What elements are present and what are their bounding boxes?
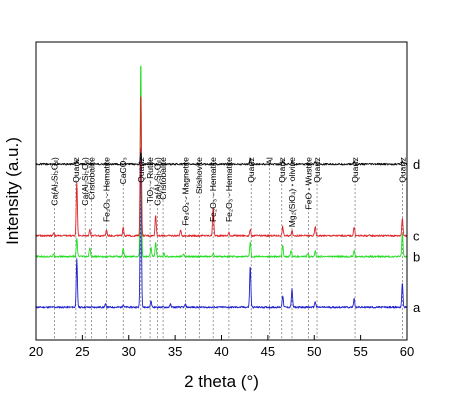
x-axis: 20 25 30 35 40 45 50 55 60: [29, 335, 414, 359]
series-line-b: [35, 65, 408, 258]
x-tick-label: 25: [75, 344, 89, 359]
annotation-label: Quartz: [397, 157, 407, 183]
annotation-label: Quartz: [350, 157, 360, 183]
series-labels: a bc d: [413, 157, 421, 315]
series-layer: [35, 65, 408, 309]
x-tick-label: 50: [307, 344, 321, 359]
x-tick-label: 30: [122, 344, 136, 359]
x-tick-label: 35: [168, 344, 182, 359]
annotation-label: Quartz: [277, 157, 287, 183]
series-label-a: a: [413, 300, 421, 315]
annotation-label: Fe₂O₃ - Hematite: [208, 157, 218, 222]
y-axis-title: Intensity (a.u.): [3, 137, 22, 245]
annotation-label: Quartz: [312, 157, 322, 183]
annotation-label: Al: [265, 157, 275, 165]
annotation-labels: Ca(Al₂Si₂O₈) Quartz Ca(Al₂Si₂O₈)Cristobali…: [50, 157, 408, 227]
annotation-label: Ca(Al₂Si₂O₈): [50, 157, 60, 206]
series-label-c: c: [413, 229, 420, 244]
annotation-label: Mg₂(SiO₄) - olivine: [287, 157, 297, 227]
x-tick-label: 55: [353, 344, 367, 359]
annotation-label: Fe₂O₃ - Hematite: [224, 157, 234, 222]
annotation-label: Cristobalite: [87, 157, 97, 200]
x-tick-label: 60: [400, 344, 414, 359]
series-line-a: [35, 147, 408, 309]
series-label-b: b: [413, 250, 420, 265]
annotation-label: Fe₃O₄ - Magnetite: [180, 157, 190, 226]
series-line-d: [35, 152, 408, 166]
series-line-c: [35, 96, 408, 238]
annotation-label: Quartz: [246, 157, 256, 183]
annotation-lines: [54, 160, 403, 340]
annotation-label: Cristobalite: [158, 157, 168, 200]
x-tick-label: 20: [29, 344, 43, 359]
annotation-label: CaCO₃: [118, 157, 128, 184]
series-label-d: d: [413, 157, 420, 172]
annotation-label: TiO₂ - Rutile: [145, 157, 155, 203]
annotation-label: Stishovite: [194, 157, 204, 194]
x-tick-label: 45: [261, 344, 275, 359]
annotation-label: Fe₂O₃ - Hematite: [101, 157, 111, 222]
annotation-label: FeO - Wustite: [304, 157, 314, 210]
x-tick-label: 40: [214, 344, 228, 359]
annotation-label: Ca(Al₂Si₂O₈): [80, 157, 90, 206]
annotation-label: Ca(Al₂Si₂O₈): [153, 157, 163, 206]
annotation-label: Quartz: [136, 157, 146, 183]
x-axis-title: 2 theta (°): [184, 372, 259, 391]
annotation-label: Quartz: [71, 157, 81, 183]
